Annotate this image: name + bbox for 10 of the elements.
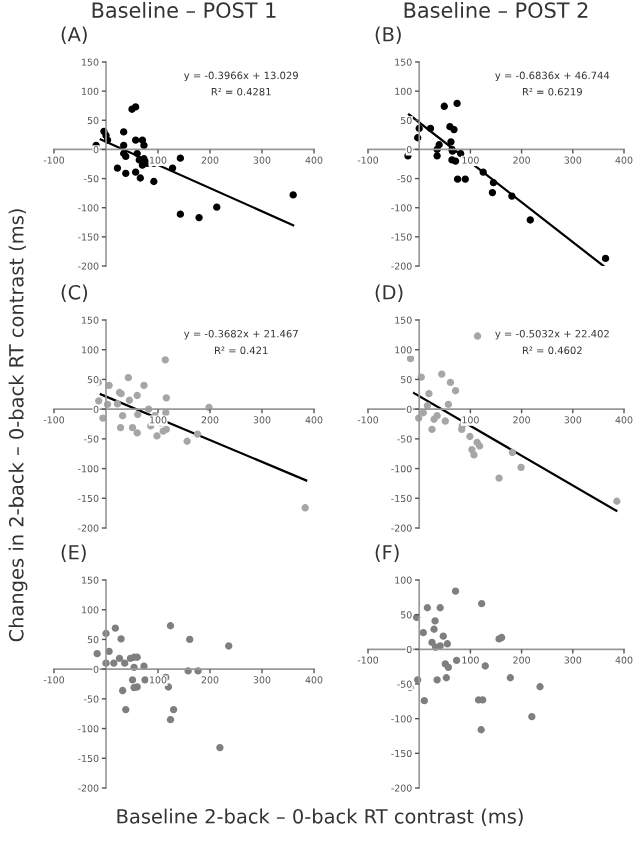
chart-subtitle: (C) [61, 284, 88, 302]
chart-subtitle: (F) [375, 544, 399, 562]
chart-subtitle: (B) [375, 26, 401, 44]
chart-title: Baseline – POST 2 [404, 1, 588, 19]
chart-subtitle: (E) [61, 544, 86, 562]
y-axis-title: Changes in 2-back – 0-back RT contrast (ms) [8, 209, 28, 642]
x-axis-title: Baseline 2-back – 0-back RT contrast (ms) [117, 808, 523, 826]
chart-title: Baseline – POST 1 [92, 1, 276, 19]
chart-subtitle: (D) [375, 284, 403, 302]
chart-subtitle: (A) [61, 26, 87, 44]
